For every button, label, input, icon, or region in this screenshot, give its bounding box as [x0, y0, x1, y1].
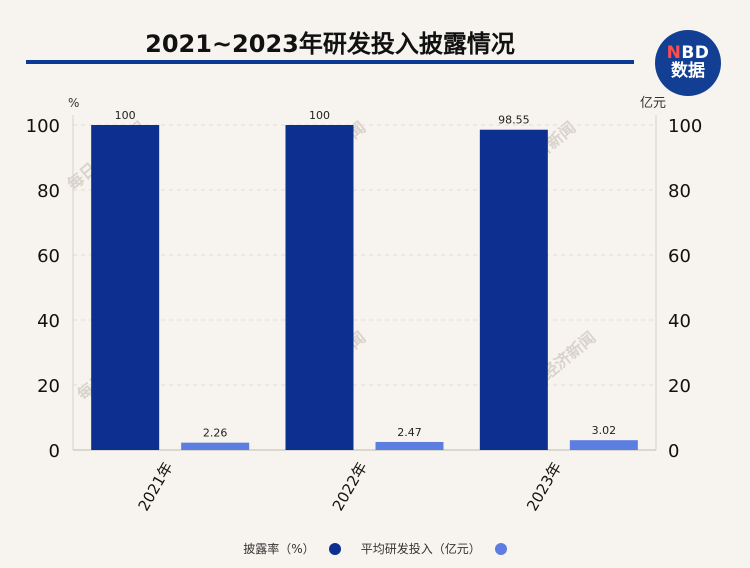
- left-tick-20: 20: [37, 376, 60, 397]
- left-tick-80: 80: [37, 181, 60, 202]
- bar-disclosure-rate-1: [285, 125, 354, 450]
- bar-avg-rd-investment-1: [375, 441, 444, 450]
- title-underline: [26, 60, 634, 64]
- legend-label-1: 平均研发投入（亿元）: [360, 542, 481, 556]
- data-label-0-1: 100: [309, 109, 330, 122]
- x-tick-1: 2022年: [329, 459, 371, 514]
- chart-legend: 披露率（%） 平均研发投入（亿元）: [0, 540, 750, 557]
- logo-letters-bd: BD: [681, 43, 710, 64]
- data-label-1-1: 2.47: [397, 426, 422, 439]
- right-tick-80: 80: [668, 181, 691, 202]
- left-tick-40: 40: [37, 311, 60, 332]
- bar-disclosure-rate-2: [479, 129, 548, 450]
- left-axis-unit: %: [68, 96, 79, 110]
- left-tick-100: 100: [26, 116, 60, 137]
- nbd-logo: NBD 数据: [655, 30, 721, 96]
- right-axis-unit: 亿元: [640, 96, 666, 111]
- bar-avg-rd-investment-0: [181, 442, 250, 450]
- left-tick-60: 60: [37, 246, 60, 267]
- right-tick-0: 0: [668, 441, 679, 462]
- legend-swatch-0: [328, 542, 341, 555]
- x-tick-2: 2023年: [523, 459, 565, 514]
- right-tick-60: 60: [668, 246, 691, 267]
- right-tick-100: 100: [668, 116, 702, 137]
- left-tick-0: 0: [49, 441, 60, 462]
- bar-avg-rd-investment-2: [569, 440, 638, 450]
- data-label-0-2: 98.55: [498, 114, 530, 127]
- x-tick-0: 2021年: [134, 459, 176, 514]
- chart-title: 2021~2023年研发投入披露情况: [145, 30, 515, 58]
- data-label-1-2: 3.02: [592, 424, 617, 437]
- legend-item-1: 平均研发投入（亿元）: [361, 540, 507, 557]
- legend-swatch-1: [494, 542, 507, 555]
- logo-letter-n: N: [666, 43, 682, 64]
- data-label-1-0: 2.26: [203, 427, 228, 440]
- data-label-0-0: 100: [115, 109, 136, 122]
- legend-item-0: 披露率（%）: [243, 540, 341, 557]
- right-tick-40: 40: [668, 311, 691, 332]
- right-tick-20: 20: [668, 376, 691, 397]
- logo-subtitle: 数据: [671, 61, 705, 81]
- bar-disclosure-rate-0: [91, 125, 160, 450]
- legend-label-0: 披露率（%）: [243, 542, 315, 556]
